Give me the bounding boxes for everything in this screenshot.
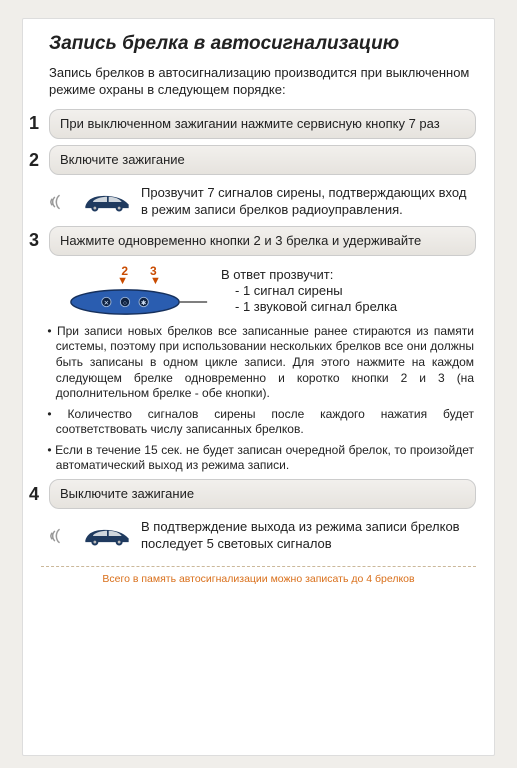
note-item: Если в течение 15 сек. не будет записан … (45, 443, 474, 474)
step-number: 2 (29, 150, 47, 171)
step-3: 3 Нажмите одновременно кнопки 2 и 3 брел… (41, 226, 476, 256)
info-text: В подтверждение выхода из режима записи … (141, 519, 476, 552)
note-item: При записи новых брелков все записанные … (45, 324, 474, 402)
step-number: 3 (29, 230, 47, 251)
info-text: Прозвучит 7 сигналов сирены, подтверждаю… (141, 185, 476, 218)
car-icon (81, 189, 133, 215)
note-item: Количество сигналов сирены после каждого… (45, 407, 474, 438)
page-title: Запись брелка в автосигнализацию (41, 33, 476, 55)
intro-text: Запись брелков в автосигнализацию произв… (41, 65, 476, 99)
response-title: В ответ прозвучит: (221, 267, 476, 283)
notes-list: При записи новых брелков все записанные … (41, 324, 476, 474)
sound-wave-icon (47, 189, 73, 215)
step-instruction: Выключите зажигание (49, 479, 476, 509)
arrow-down-icon: ▼▼ (117, 278, 161, 286)
step-4: 4 Выключите зажигание (41, 479, 476, 509)
remote-response: В ответ прозвучит: - 1 сигнал сирены - 1… (221, 267, 476, 316)
remote-diagram: 2 3 ▼▼ ✕ ○ ✱ В ответ прозвучит: - 1 сигн… (41, 262, 476, 324)
info-siren: Прозвучит 7 сигналов сирены, подтверждаю… (41, 181, 476, 226)
step-instruction: При выключенном зажигании нажмите сервис… (49, 109, 476, 139)
svg-text:✱: ✱ (141, 299, 147, 307)
sound-wave-icon (47, 523, 73, 549)
step-number: 4 (29, 484, 47, 505)
info-lights: В подтверждение выхода из режима записи … (41, 515, 476, 560)
remote-buttons-indicator: 2 3 ▼▼ ✕ ○ ✱ (69, 264, 209, 318)
footer-note: Всего в память автосигнализации можно за… (41, 566, 476, 585)
manual-page: Запись брелка в автосигнализацию Запись … (22, 18, 495, 756)
response-line2: - 1 звуковой сигнал брелка (221, 299, 476, 315)
svg-text:✕: ✕ (104, 300, 109, 307)
step-number: 1 (29, 113, 47, 134)
car-icon (81, 523, 133, 549)
step-instruction: Нажмите одновременно кнопки 2 и 3 брелка… (49, 226, 476, 256)
svg-text:○: ○ (123, 300, 127, 307)
step-1: 1 При выключенном зажигании нажмите серв… (41, 109, 476, 139)
step-2: 2 Включите зажигание (41, 145, 476, 175)
response-line1: - 1 сигнал сирены (221, 283, 476, 299)
remote-fob-icon: ✕ ○ ✱ (69, 286, 209, 318)
step-instruction: Включите зажигание (49, 145, 476, 175)
